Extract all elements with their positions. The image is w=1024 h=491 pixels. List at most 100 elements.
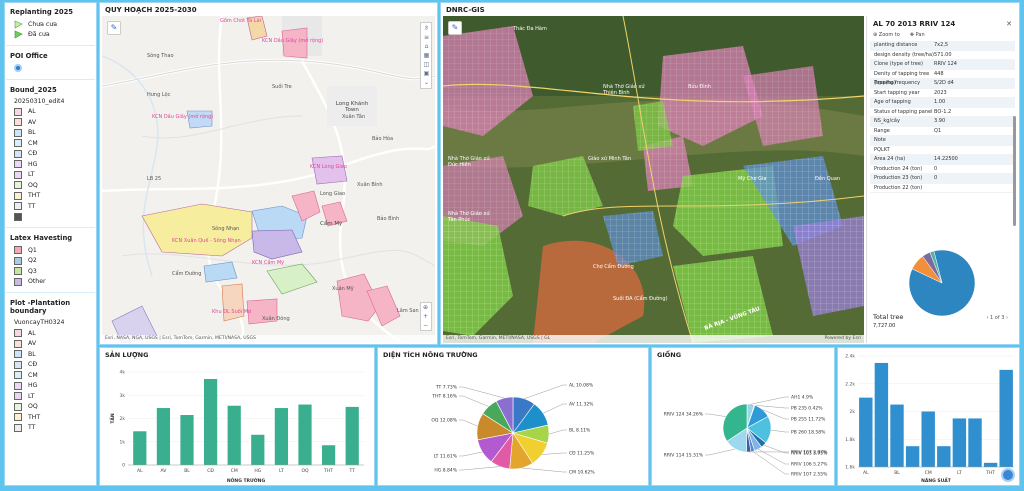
home-icon[interactable]: ⌂ [424,43,429,50]
bar[interactable] [905,446,920,467]
satellite-map[interactable]: Thác Đa Hàm Bửu Đình Nhà Thờ Giáo xứ Thi… [443,16,864,343]
nav-controls: ⊕ + − [420,302,432,331]
attribute-value: 448 [934,70,944,77]
bar[interactable] [321,445,336,465]
legend-item: CĐ [10,360,91,371]
pie-slice[interactable] [495,396,514,434]
legend-swatch [14,246,22,255]
legend-item: HG [10,381,91,392]
bar[interactable] [156,408,171,465]
chevron-down-icon[interactable]: ⌄ [423,79,430,86]
bar[interactable] [968,418,982,467]
zone-label: KCN Dầu Giây (mở rộng) [262,38,324,44]
leader-line [543,403,567,414]
leader-line [770,429,789,433]
zoom-to-button[interactable]: ⊕ Zoom to [873,32,900,38]
attribute-row: Start tapping year 2023 [870,89,1015,98]
basemap-icon[interactable]: ▦ [423,52,430,59]
legend-label: HG [28,382,38,390]
attribute-key: NS_kg/cây [874,118,900,124]
legend-replanting: Replanting 2025 Chưa cưa Đã cưa [6,5,95,46]
attribute-value: 2023 [934,89,947,96]
measure-icon[interactable]: ◫ [423,61,430,68]
legend-item: AL [10,107,91,118]
place-label: Xuân Tân [342,114,366,120]
bar[interactable] [274,408,289,465]
place-label: Bảo Bình [377,216,400,222]
place-label: Xuân Bình [357,182,383,188]
bar[interactable] [203,378,218,465]
zoom-minus-icon[interactable]: − [422,322,429,329]
zoom-in-icon[interactable]: ⌃ [423,25,430,32]
place-label: Nhà Thờ Giáo xứ Thiện Bình [603,84,645,96]
attribute-value: Q1 [934,127,942,134]
attribute-key: Area 24 (ha) [874,156,906,162]
chart-title: SẢN LƯỢNG [105,351,149,359]
attribute-row: Denity of tapping tree (tree/ha) 448 [870,70,1015,87]
legend-title: Latex Havesting [10,234,73,242]
planning-map[interactable]: Sông Thao Hưng Lộc Suối Tre Long Khánh T… [102,16,435,343]
x-tick-label: THT [985,470,995,476]
bar[interactable] [345,406,359,465]
bar[interactable] [859,397,873,467]
slice-label: RRIV 114 15.31% [664,453,704,459]
attribute-key: Denity of tapping tree (tree/ha) [874,70,930,87]
legend-label: THT [28,192,41,200]
x-tick-label: AL [137,468,143,474]
legend-label: OQ [28,403,38,411]
close-icon[interactable]: ✕ [1006,20,1012,28]
place-label: Cẩm Đường [172,271,202,277]
chevron-right-icon[interactable]: › [1006,315,1008,321]
bar[interactable] [227,405,241,465]
locate-icon[interactable]: ⊕ [422,304,429,311]
slice-label: RRIV 124 34.26% [664,412,704,418]
slice-label: PB 260 18.58% [791,430,826,436]
zoom-plus-icon[interactable]: + [422,313,429,320]
attribute-value: RRIV 124 [934,61,957,67]
chevron-left-icon[interactable]: ‹ [986,315,989,321]
pie-slice[interactable] [722,403,748,442]
zone-label: KCN Dầu Giây (mở rộng) [152,114,214,120]
bar[interactable] [298,404,312,465]
legend-swatch [14,371,22,380]
legend-label: AL [28,108,36,116]
bar[interactable] [874,362,889,467]
attribute-row: Production 22 (ton) [870,184,1015,193]
attribute-value: 14.22500 [934,156,958,162]
bar[interactable] [890,404,904,467]
x-tick-label: THT [323,468,333,474]
chat-button[interactable] [1001,468,1015,482]
legend-item: LT [10,391,91,402]
leader-line [521,467,567,473]
bar[interactable] [952,418,967,467]
search-icon[interactable]: ⌕ [424,25,429,32]
place-label: Long Giao [320,191,346,197]
attribute-key: Age of tapping [874,99,911,105]
legend-swatch [14,139,22,148]
leader-line [705,413,726,417]
bar[interactable] [983,462,998,467]
legend-item: THT [10,191,91,202]
edit-button[interactable]: ✎ [107,21,121,35]
legend-item: Q1 [10,245,91,256]
zone-label: KCN Cẩm Mỹ [252,260,285,266]
bar[interactable] [937,446,951,467]
popup-title: AL 70 2013 RRIV 124 [873,20,956,28]
select-icon[interactable]: ▣ [423,70,430,77]
popup-scrollbar[interactable] [1013,116,1016,226]
bar[interactable] [180,415,194,465]
x-tick-label: CM [231,468,238,474]
bar[interactable] [251,434,265,465]
bar[interactable] [921,411,935,468]
y-tick-label: 2.4k [845,354,855,360]
leader-line [459,386,505,399]
layers-icon[interactable]: ≡ [423,34,430,41]
edit-button[interactable]: ✎ [448,21,462,35]
bar[interactable] [133,431,147,465]
pan-button[interactable]: ✥ Pan [909,32,925,38]
attribute-value [934,184,1015,193]
total-label: Total tree [873,313,904,321]
map-attribution: Esri, TomTom, Garmin, METI/NASA, USGS | … [443,335,864,343]
bar[interactable] [999,369,1013,467]
legend-label: CM [28,371,38,379]
